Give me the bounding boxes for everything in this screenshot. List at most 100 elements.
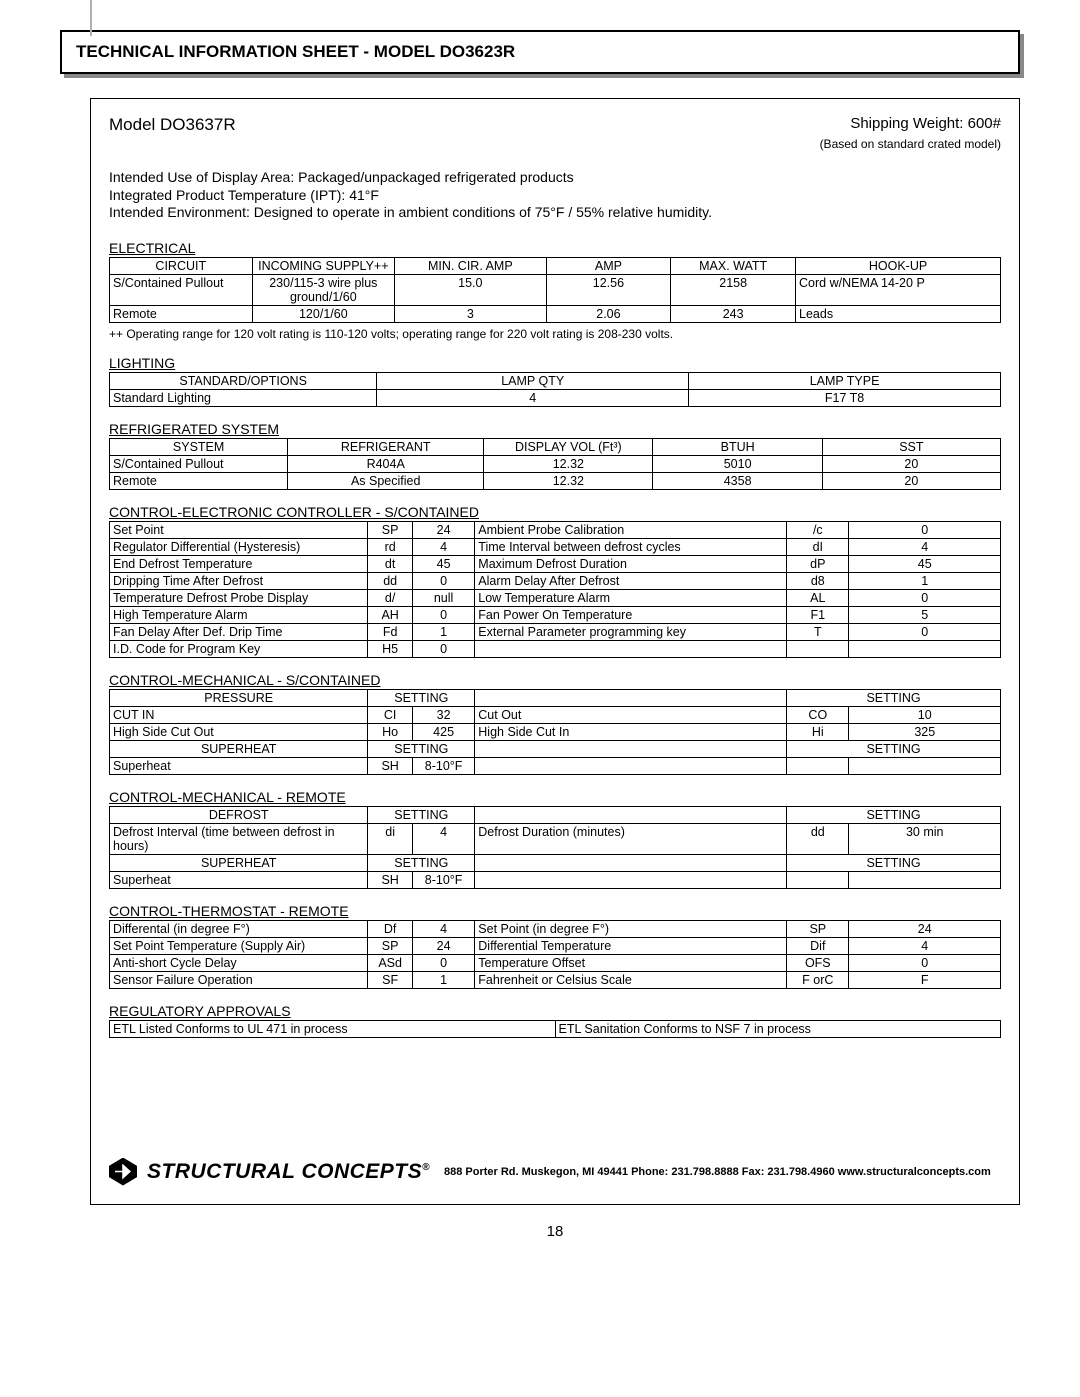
cell: High Side Cut In <box>475 723 787 740</box>
cell: 4 <box>849 538 1001 555</box>
cell: 325 <box>849 723 1001 740</box>
intended-use: Intended Use of Display Area: Packaged/u… <box>109 169 1001 187</box>
section-refrig: REFRIGERATED SYSTEM <box>109 421 1001 437</box>
cell: 30 min <box>849 823 1001 854</box>
cell: SF <box>368 971 413 988</box>
section-electrical: ELECTRICAL <box>109 240 1001 256</box>
cell: Fan Delay After Def. Drip Time <box>110 623 368 640</box>
cell: 24 <box>412 937 474 954</box>
cell: d/ <box>368 589 413 606</box>
cell: Ho <box>368 723 413 740</box>
brand-text: STRUCTURAL CONCEPTS <box>147 1160 422 1183</box>
section-ctrl-ec: CONTROL-ELECTRONIC CONTROLLER - S/CONTAI… <box>109 504 1001 520</box>
refrig-table: SYSTEMREFRIGERANTDISPLAY VOL (Ft³)BTUHSS… <box>109 438 1001 490</box>
cell: Sensor Failure Operation <box>110 971 368 988</box>
cell: SP <box>787 920 849 937</box>
page-number: 18 <box>90 1223 1020 1240</box>
cell: 230/115-3 wire plus ground/1/60 <box>252 274 395 305</box>
cell: 0 <box>849 623 1001 640</box>
regulatory-table: ETL Listed Conforms to UL 471 in process… <box>109 1020 1001 1038</box>
cell: Anti-short Cycle Delay <box>110 954 368 971</box>
cell: SH <box>368 757 413 774</box>
cell <box>475 871 787 888</box>
cell: Fan Power On Temperature <box>475 606 787 623</box>
page: TECHNICAL INFORMATION SHEET - MODEL DO36… <box>0 0 1080 1270</box>
col-head: INCOMING SUPPLY++ <box>252 257 395 274</box>
lighting-table: STANDARD/OPTIONSLAMP QTYLAMP TYPEStandar… <box>109 372 1001 407</box>
cell: 24 <box>849 920 1001 937</box>
col-head: LAMP QTY <box>377 372 689 389</box>
cell <box>475 640 787 657</box>
col-head: STANDARD/OPTIONS <box>110 372 377 389</box>
cell: Cord w/NEMA 14-20 P <box>796 274 1001 305</box>
cell: Defrost Interval (time between defrost i… <box>110 823 368 854</box>
cell: Set Point <box>110 521 368 538</box>
cell: 1 <box>412 623 474 640</box>
cell: 4 <box>412 920 474 937</box>
cell: ASd <box>368 954 413 971</box>
cell: F orC <box>787 971 849 988</box>
cell: 24 <box>412 521 474 538</box>
cell: d8 <box>787 572 849 589</box>
reg-cell-right: ETL Sanitation Conforms to NSF 7 in proc… <box>555 1020 1001 1037</box>
logo-icon <box>109 1158 137 1186</box>
cell: 5010 <box>653 455 822 472</box>
cell: Differental (in degree F°) <box>110 920 368 937</box>
cell: Defrost Duration (minutes) <box>475 823 787 854</box>
brand-name: STRUCTURAL CONCEPTS® <box>147 1160 430 1184</box>
margin-line <box>90 0 92 36</box>
cell: F <box>849 971 1001 988</box>
col-head: MIN. CIR. AMP <box>395 257 546 274</box>
cell: 32 <box>412 706 474 723</box>
cell: dI <box>787 538 849 555</box>
cell: Ambient Probe Calibration <box>475 521 787 538</box>
cell: dd <box>368 572 413 589</box>
cell: S/Contained Pullout <box>110 455 288 472</box>
cell: Differential Temperature <box>475 937 787 954</box>
col-head: SYSTEM <box>110 438 288 455</box>
col-head: MAX. WATT <box>671 257 796 274</box>
cell: Low Temperature Alarm <box>475 589 787 606</box>
ctrl-mech-sc-table: PRESSURESETTING SETTINGCUT INCI32Cut Out… <box>109 689 1001 775</box>
cell: 12.32 <box>484 472 653 489</box>
cell: High Side Cut Out <box>110 723 368 740</box>
cell: 20 <box>822 455 1000 472</box>
cell: 120/1/60 <box>252 305 395 322</box>
ipt-line: Integrated Product Temperature (IPT): 41… <box>109 187 1001 205</box>
cell: 243 <box>671 305 796 322</box>
section-ctrl-mech-sc: CONTROL-MECHANICAL - S/CONTAINED <box>109 672 1001 688</box>
section-ctrl-thermo: CONTROL-THERMOSTAT - REMOTE <box>109 903 1001 919</box>
col-head: DISPLAY VOL (Ft³) <box>484 438 653 455</box>
cell: null <box>412 589 474 606</box>
cell: AH <box>368 606 413 623</box>
cell: CO <box>787 706 849 723</box>
cell: Regulator Differential (Hysteresis) <box>110 538 368 555</box>
cell <box>475 757 787 774</box>
cell: Superheat <box>110 871 368 888</box>
cell: 5 <box>849 606 1001 623</box>
cell: Remote <box>110 305 253 322</box>
cell: 20 <box>822 472 1000 489</box>
electrical-note: ++ Operating range for 120 volt rating i… <box>109 327 1001 341</box>
cell: 2.06 <box>546 305 671 322</box>
cell: rd <box>368 538 413 555</box>
cell: dP <box>787 555 849 572</box>
cell: Superheat <box>110 757 368 774</box>
cell <box>849 871 1001 888</box>
cell: SP <box>368 521 413 538</box>
cell: 0 <box>412 640 474 657</box>
cell: 4 <box>412 823 474 854</box>
ctrl-thermo-table: Differental (in degree F°)Df4Set Point (… <box>109 920 1001 989</box>
cell: 12.56 <box>546 274 671 305</box>
cell: dd <box>787 823 849 854</box>
cell: 0 <box>412 954 474 971</box>
cell <box>849 757 1001 774</box>
cell: Hi <box>787 723 849 740</box>
cell: Set Point Temperature (Supply Air) <box>110 937 368 954</box>
cell: di <box>368 823 413 854</box>
cell: Leads <box>796 305 1001 322</box>
cell: SH <box>368 871 413 888</box>
cell: Dif <box>787 937 849 954</box>
intended-block: Intended Use of Display Area: Packaged/u… <box>109 169 1001 222</box>
cell: /c <box>787 521 849 538</box>
